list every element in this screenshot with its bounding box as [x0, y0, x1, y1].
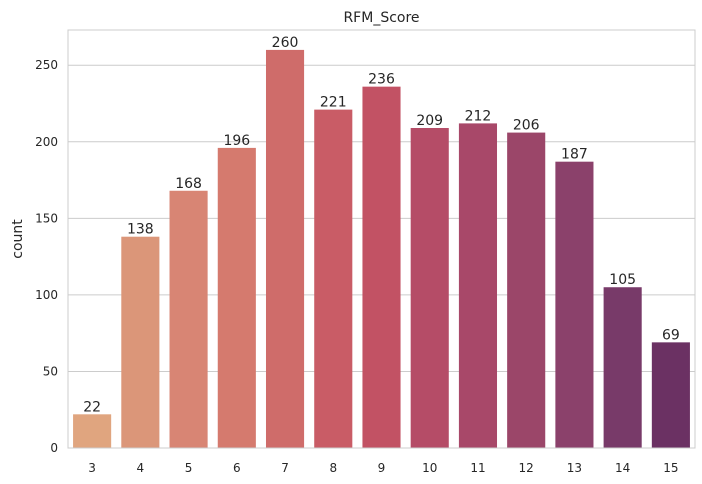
data-label-5: 168 [175, 176, 202, 192]
y-tick-label: 100 [35, 288, 58, 302]
bar-10 [410, 127, 449, 448]
data-labels: 22 138 168 196 260 221 236 209 212 206 187 105 69 [83, 35, 680, 415]
bar-6 [217, 147, 256, 448]
x-axis-ticks: 3 4 5 6 7 8 9 10 11 12 13 14 15 [88, 461, 678, 475]
bar-4 [121, 236, 160, 448]
data-label-7: 260 [272, 35, 299, 51]
x-tick-label-4: 4 [137, 461, 145, 475]
data-label-14: 105 [609, 272, 636, 288]
y-axis-ticks: 0 50 100 150 200 250 [35, 58, 58, 455]
bars [73, 49, 690, 449]
bar-12 [507, 132, 546, 449]
x-tick-label-7: 7 [281, 461, 289, 475]
data-label-9: 236 [368, 72, 395, 88]
plot-frame [67, 29, 696, 449]
data-label-11: 212 [465, 108, 492, 124]
x-tick-label-9: 9 [378, 461, 386, 475]
x-tick-label-11: 11 [470, 461, 485, 475]
x-tick-label-8: 8 [329, 461, 337, 475]
y-tick-label: 50 [43, 364, 58, 378]
x-tick-label-5: 5 [185, 461, 193, 475]
y-axis-label: count [10, 219, 26, 259]
x-tick-label-14: 14 [615, 461, 630, 475]
data-label-13: 187 [561, 147, 588, 163]
data-label-15: 69 [662, 327, 680, 343]
bar-11 [458, 123, 498, 449]
data-label-10: 209 [416, 113, 443, 129]
data-label-12: 206 [513, 118, 540, 134]
x-tick-label-13: 13 [567, 461, 582, 475]
x-tick-label-6: 6 [233, 461, 241, 475]
bar-8 [314, 109, 353, 448]
bar-3 [73, 414, 112, 448]
bar-15 [651, 342, 690, 448]
data-label-8: 221 [320, 95, 347, 111]
bar-9 [362, 86, 401, 449]
x-tick-label-10: 10 [422, 461, 437, 475]
x-tick-label-3: 3 [88, 461, 96, 475]
bar-13 [555, 161, 594, 448]
x-tick-label-15: 15 [663, 461, 678, 475]
y-tick-label: 150 [35, 211, 58, 225]
x-tick-label-12: 12 [519, 461, 534, 475]
data-label-3: 22 [83, 399, 101, 415]
data-label-4: 138 [127, 222, 154, 238]
y-tick-label: 200 [35, 135, 58, 149]
bar-7 [265, 49, 305, 449]
data-label-6: 196 [223, 133, 250, 149]
chart-title: RFM_Score [343, 10, 419, 26]
bar-14 [603, 287, 642, 448]
bar-5 [169, 190, 208, 448]
y-tick-label: 0 [50, 441, 58, 455]
y-tick-label: 250 [35, 58, 58, 72]
